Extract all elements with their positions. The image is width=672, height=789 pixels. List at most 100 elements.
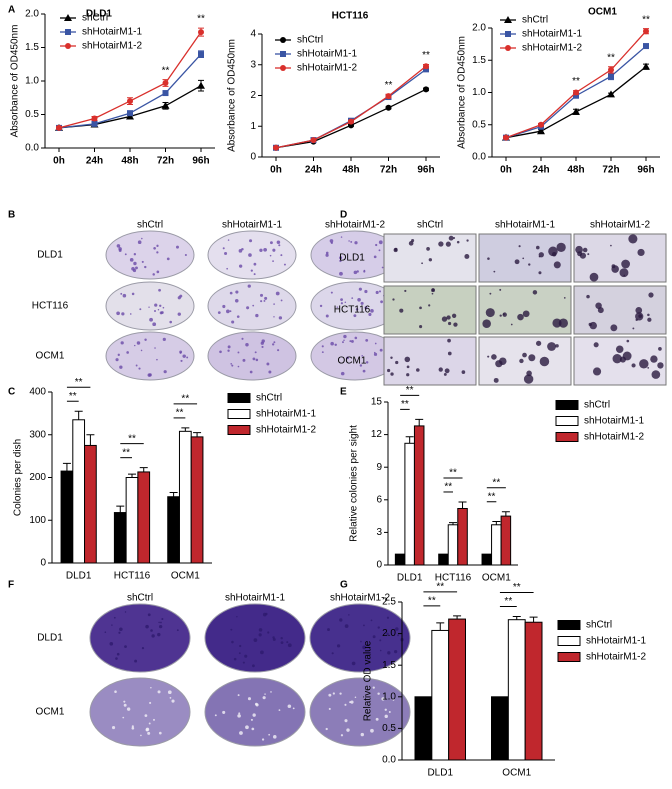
colony	[362, 369, 366, 373]
colony	[258, 628, 263, 632]
plate-photo	[309, 603, 411, 673]
colony	[217, 311, 221, 315]
colony	[359, 364, 363, 367]
y-tick-label: 200	[29, 472, 46, 483]
colony	[278, 244, 281, 247]
colony	[339, 271, 343, 276]
colony	[153, 246, 156, 250]
colony	[227, 349, 230, 352]
bar	[414, 696, 433, 761]
legend-label: shHotairM1-2	[584, 432, 644, 443]
colony	[160, 621, 162, 624]
y-axis-label: Absorbance of OD450nm	[227, 39, 238, 152]
colony	[270, 691, 272, 693]
colony	[229, 310, 232, 313]
colony	[552, 318, 562, 328]
colony	[365, 338, 369, 342]
colony	[241, 337, 244, 340]
colony	[349, 340, 352, 343]
colony	[556, 242, 566, 252]
colony	[350, 700, 354, 704]
panel-label: C	[8, 387, 15, 398]
colony	[635, 307, 643, 314]
colony	[144, 714, 148, 717]
y-tick-label: 1.0	[25, 76, 39, 87]
colony	[224, 251, 228, 256]
colony	[272, 343, 275, 346]
colony	[499, 288, 502, 291]
x-tick-label: DLD1	[66, 571, 92, 582]
colony	[231, 364, 234, 367]
colony	[340, 298, 343, 302]
colony	[233, 657, 237, 661]
error-bar	[169, 491, 178, 497]
significance: **	[488, 491, 496, 502]
colony	[118, 631, 121, 634]
colony	[157, 632, 161, 637]
colony	[356, 270, 359, 273]
x-tick-label: 96h	[637, 165, 654, 176]
y-tick-label: 0	[250, 152, 256, 163]
column-label: shCtrl	[137, 220, 163, 231]
colony	[280, 299, 283, 302]
x-tick-label: HCT116	[114, 571, 151, 582]
data-point	[572, 107, 580, 115]
error-bar	[74, 410, 83, 420]
x-tick-label: 72h	[380, 165, 397, 176]
colony	[148, 306, 150, 308]
colony	[375, 290, 379, 295]
colony	[150, 687, 152, 689]
error-bar	[415, 418, 424, 426]
colony	[238, 249, 243, 253]
colony	[339, 256, 343, 260]
colony	[115, 358, 119, 362]
y-axis-label: Absorbance of OD450nm	[457, 36, 468, 149]
colony	[144, 338, 147, 341]
legend-label: shHotairM1-1	[584, 416, 644, 427]
colony	[158, 621, 160, 624]
y-tick-label: 0.0	[382, 755, 396, 766]
colony	[171, 699, 175, 703]
colony	[277, 349, 280, 352]
y-tick-label: 0	[40, 558, 46, 569]
data-point	[423, 63, 429, 70]
colony	[362, 645, 367, 650]
colony	[122, 293, 127, 298]
colony	[122, 716, 125, 719]
colony	[247, 697, 251, 701]
colony	[258, 633, 262, 637]
colony	[148, 722, 151, 725]
colony	[647, 366, 650, 369]
colony	[267, 631, 270, 634]
colony	[346, 728, 350, 732]
colony	[246, 306, 250, 310]
colony	[355, 308, 359, 311]
colony	[163, 370, 167, 374]
plate-photo	[204, 677, 306, 747]
colony	[523, 374, 534, 384]
colony	[588, 322, 592, 327]
legend-marker	[64, 14, 72, 21]
colony	[384, 714, 388, 719]
x-tick-label: 48h	[567, 165, 584, 176]
colony	[245, 342, 249, 347]
colony	[150, 629, 153, 632]
colony	[394, 650, 398, 654]
colony	[528, 354, 536, 362]
colony	[264, 296, 268, 300]
colony	[610, 244, 612, 247]
y-axis-label: Relative colonies per sight	[349, 425, 360, 542]
colony	[340, 236, 343, 238]
colony	[276, 240, 281, 244]
colony	[647, 317, 652, 322]
y-tick-label: 300	[29, 429, 46, 440]
y-tick-label: 400	[29, 387, 46, 398]
colony	[351, 661, 356, 666]
chart-title: OCM1	[588, 7, 617, 18]
row-label: DLD1	[37, 250, 63, 261]
colony	[133, 253, 137, 256]
colony	[487, 355, 490, 358]
colony	[381, 697, 385, 701]
colony	[137, 240, 142, 245]
colony	[489, 292, 492, 295]
